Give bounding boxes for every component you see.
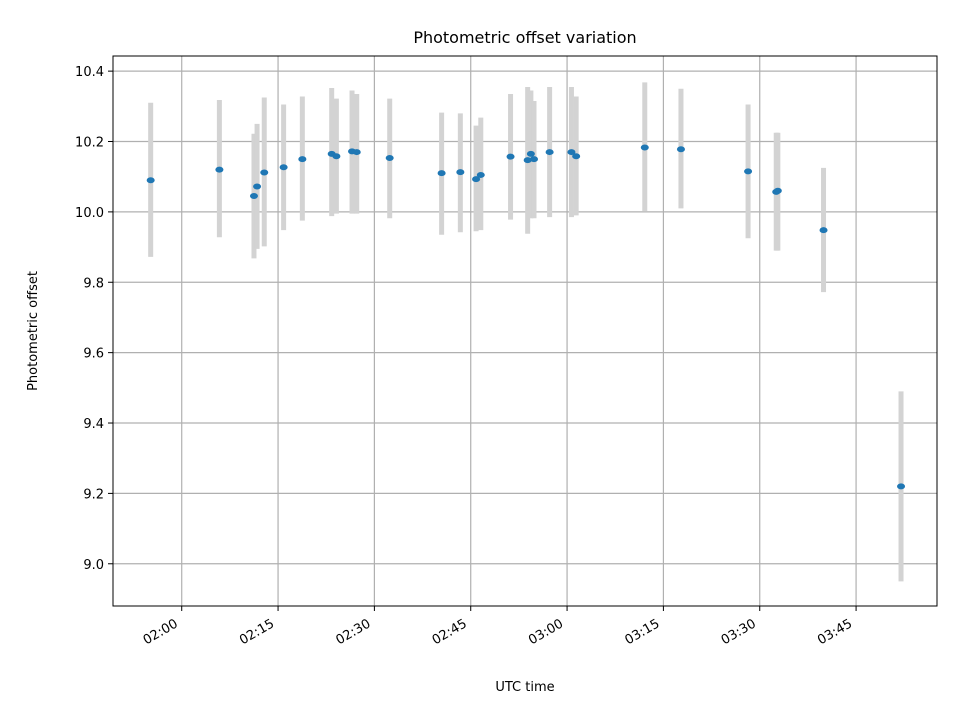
y-tick-label: 9.2 xyxy=(83,487,104,502)
data-point xyxy=(744,168,753,175)
data-point xyxy=(472,176,481,183)
data-point xyxy=(819,227,828,234)
data-point xyxy=(437,170,446,177)
data-point xyxy=(215,166,224,173)
grid-layer xyxy=(113,56,937,606)
data-point xyxy=(773,187,782,194)
chart-title: Photometric offset variation xyxy=(413,28,636,47)
data-point xyxy=(572,153,581,160)
data-point xyxy=(352,149,361,156)
data-point-layer xyxy=(146,144,906,490)
y-tick-label: 9.8 xyxy=(83,276,104,291)
data-point xyxy=(260,169,269,176)
data-point xyxy=(545,149,554,156)
data-point xyxy=(676,146,685,153)
data-point xyxy=(567,149,576,156)
y-axis-ticks: 9.0 9.2 9.4 9.6 9.8 10.0 10.2 10.4 xyxy=(75,65,113,573)
data-point xyxy=(506,153,515,160)
data-point xyxy=(298,156,307,163)
y-tick-label: 9.0 xyxy=(83,558,104,573)
data-point xyxy=(146,177,155,184)
y-tick-label: 9.4 xyxy=(83,417,104,432)
x-axis-label: UTC time xyxy=(495,680,554,695)
data-point xyxy=(897,483,906,490)
data-point xyxy=(332,153,341,160)
y-tick-label: 10.4 xyxy=(75,65,104,80)
data-point xyxy=(253,183,262,190)
data-point xyxy=(529,156,538,163)
y-tick-label: 10.0 xyxy=(75,206,104,221)
data-point xyxy=(526,150,535,157)
data-point xyxy=(476,171,485,178)
data-point xyxy=(385,155,394,162)
data-point xyxy=(640,144,649,151)
data-point xyxy=(279,164,288,171)
data-point xyxy=(523,157,532,164)
plot-frame xyxy=(112,55,938,607)
data-point xyxy=(249,193,258,200)
y-tick-label: 9.6 xyxy=(83,347,104,362)
data-point xyxy=(456,169,465,176)
y-tick-label: 10.2 xyxy=(75,136,104,151)
y-axis-label: Photometric offset xyxy=(26,271,41,391)
